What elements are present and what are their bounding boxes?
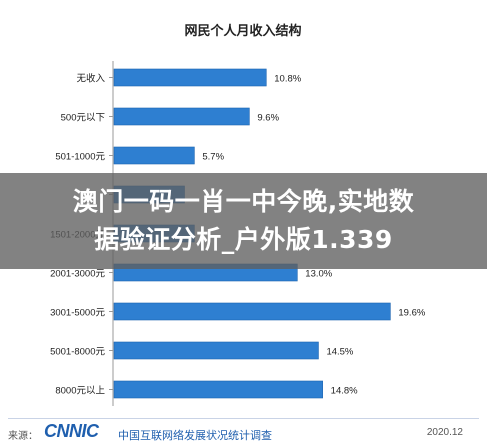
bar — [113, 302, 391, 321]
overlay-caption: 澳门一码一肖一中今晚,实地数 据验证分析_户外版1.339 — [0, 183, 487, 259]
category-label: 501-1000元 — [55, 152, 105, 163]
cnnic-logo: CNNIC — [44, 421, 99, 441]
category-label: 无收入 — [76, 73, 105, 85]
bar — [113, 107, 250, 126]
value-label: 14.5% — [326, 347, 353, 358]
overlay-line-2: 据验证分析_户外版1.339 — [94, 225, 393, 254]
overlay-line-1: 澳门一码一肖一中今晚,实地数 — [72, 187, 415, 216]
category-label: 5001-8000元 — [50, 347, 105, 358]
category-label: 3001-5000元 — [50, 308, 105, 319]
footer-divider — [8, 418, 479, 419]
bar — [113, 341, 319, 360]
footer-date: 2020.12 — [426, 427, 463, 438]
value-label: 10.8% — [274, 74, 301, 85]
value-label: 5.7% — [202, 152, 224, 163]
value-label: 9.6% — [257, 113, 279, 124]
bar — [113, 380, 323, 399]
bar — [113, 146, 195, 165]
category-label: 8000元以上 — [55, 386, 105, 397]
value-label: 14.8% — [331, 386, 358, 397]
overlay-banner — [0, 173, 487, 269]
value-label: 19.6% — [398, 308, 425, 319]
category-label: 2001-3000元 — [50, 269, 105, 280]
footer-source-label: 来源： — [8, 431, 38, 442]
value-label: 13.0% — [305, 269, 332, 280]
category-label: 500元以下 — [61, 113, 105, 124]
footer-org-name: 中国互联网络发展状况统计调查 — [118, 430, 272, 442]
bar — [113, 68, 267, 87]
chart-title: 网民个人月收入结构 — [184, 23, 301, 38]
